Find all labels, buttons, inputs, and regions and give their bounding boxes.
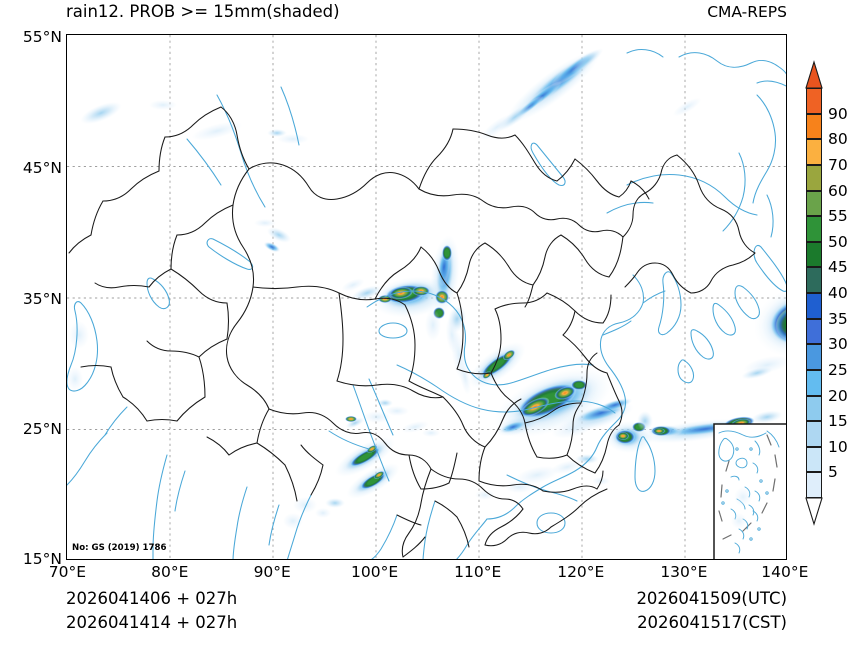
map-canvas [67, 35, 786, 559]
x-tick-3: 100°E [351, 563, 399, 581]
colorbar-cell-2 [806, 421, 822, 447]
colorbar-cell-11 [806, 190, 822, 217]
colorbar-label-45: 45 [828, 258, 848, 277]
colorbar-label-80: 80 [828, 130, 848, 149]
footer-row-1: 2026041414 + 027h 2026041517(CST) [66, 613, 787, 636]
colorbar-cell-13 [806, 139, 822, 165]
colorbar-cell-14 [806, 113, 822, 140]
map-plot-area[interactable]: No: GS (2019) 1786 [66, 34, 787, 560]
fujian-coast [605, 411, 653, 453]
y-tick-2: 35°N [22, 289, 62, 308]
colorbar-label-15: 15 [828, 412, 848, 431]
colorbar-cell-9 [806, 241, 822, 268]
precip-probability-shading [67, 48, 786, 529]
x-tick-2: 90°E [253, 563, 291, 581]
x-tick-5: 120°E [557, 563, 605, 581]
x-tick-6: 130°E [660, 563, 708, 581]
colorbar-cell-3 [806, 395, 822, 422]
x-tick-0: 70°E [48, 563, 87, 581]
y-tick-0: 55°N [22, 28, 62, 47]
colorbar-cell-4 [806, 369, 822, 396]
pacific-east-japan [741, 282, 786, 380]
y-tick-4: 15°N [22, 549, 62, 568]
colorbar-label-90: 90 [828, 104, 848, 123]
colorbar-label-70: 70 [828, 155, 848, 174]
yangtze-hunan-jiangxi [494, 368, 634, 439]
sichuan-basin-band [468, 342, 526, 388]
colorbar-cell-10 [806, 216, 822, 242]
colorbar-cell-12 [806, 164, 822, 191]
model-label: CMA-REPS [707, 3, 787, 21]
x-tick-1: 80°E [151, 563, 189, 581]
colorbar-label-10: 10 [828, 437, 848, 456]
colorbar-label-60: 60 [828, 181, 848, 200]
colorbar-label-25: 25 [828, 360, 848, 379]
footer-row-0: 2026041406 + 027h 2026041509(UTC) [66, 589, 787, 612]
x-axis-labels: 70°E 80°E 90°E 100°E 110°E 120°E 130°E 1… [49, 563, 809, 587]
colorbar-cell-5 [806, 344, 822, 370]
south-china-sea-inset [713, 423, 786, 559]
colorbar-label-40: 40 [828, 284, 848, 302]
colorbar-cell-1 [806, 446, 822, 473]
footer-init-cst: 2026041414 + 027h [66, 613, 238, 632]
colorbar-label-30: 30 [828, 335, 848, 354]
footer-init-utc: 2026041406 + 027h [66, 589, 238, 608]
colorbar-label-5: 5 [828, 463, 838, 482]
colorbar-label-35: 35 [828, 309, 848, 328]
y-tick-1: 45°N [22, 158, 62, 177]
colorbar-label-55: 55 [828, 207, 848, 226]
footer: 2026041406 + 027h 2026041509(UTC) 202604… [0, 589, 860, 647]
x-tick-4: 110°E [454, 563, 502, 581]
page-title: rain12. PROB >= 15mm(shaded) [66, 2, 340, 21]
north-mongolia-streaks [480, 48, 604, 140]
colorbar-cell-7 [806, 293, 822, 319]
map-borders [68, 106, 756, 558]
colorbar-cell-8 [806, 267, 822, 293]
footer-valid-utc: 2026041509(UTC) [636, 589, 787, 608]
colorbar-label-50: 50 [828, 232, 848, 251]
colorbar-cell-0 [806, 472, 822, 498]
footer-valid-cst: 2026041517(CST) [637, 613, 787, 632]
colorbar-label-20: 20 [828, 386, 848, 405]
yunnan-band [315, 399, 440, 518]
colorbar[interactable]: 5 10 15 20 25 30 35 40 45 50 55 60 70 80 90 [804, 58, 858, 528]
colorbar-cell-15 [806, 88, 822, 114]
y-axis-labels: 55°N 45°N 35°N 25°N 15°N [0, 28, 62, 568]
y-tick-3: 25°N [22, 420, 62, 439]
x-tick-7: 140°E [761, 563, 809, 581]
colorbar-cell-6 [806, 318, 822, 345]
map-credit: No: GS (2019) 1786 [72, 543, 167, 553]
